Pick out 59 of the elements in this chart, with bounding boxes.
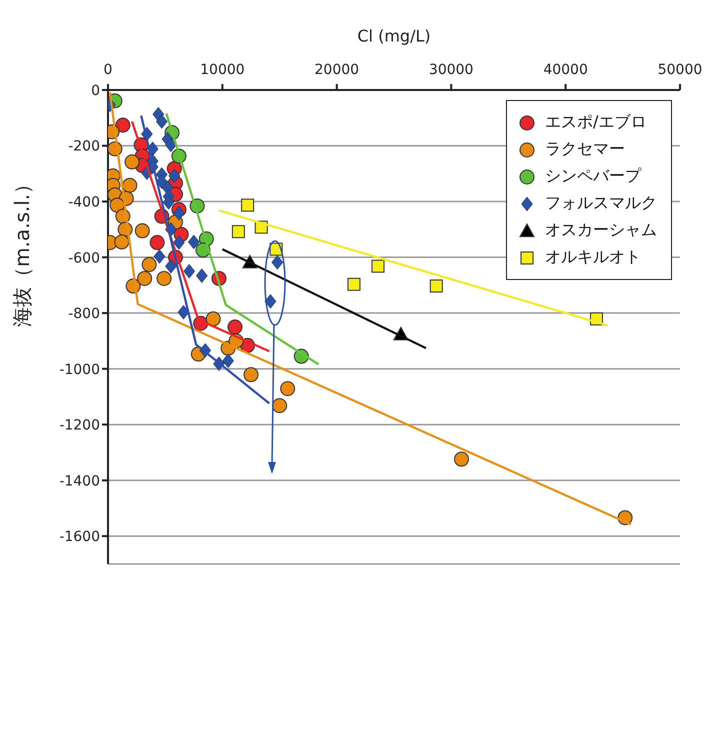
- point: [114, 234, 130, 250]
- point: [241, 198, 254, 212]
- y-tick-label: -1000: [59, 362, 100, 378]
- x-tick-label: 0: [104, 62, 112, 78]
- point: [154, 249, 166, 264]
- point: [271, 255, 284, 270]
- point: [227, 320, 242, 334]
- point: [196, 268, 208, 283]
- x-tick-label: 40000: [543, 62, 588, 78]
- point: [142, 257, 157, 272]
- legend-label: オスカーシャム: [545, 220, 657, 241]
- point: [183, 264, 196, 278]
- point: [122, 178, 138, 193]
- point: [430, 280, 443, 293]
- y-tick-label: -1400: [59, 473, 100, 490]
- point: [156, 114, 168, 129]
- x-axis-title: Cl (mg/L): [357, 26, 431, 46]
- point: [165, 258, 177, 274]
- y-tick-label: 0: [91, 82, 100, 99]
- point: [280, 381, 296, 396]
- point: [232, 225, 245, 238]
- y-tick-label: -1200: [59, 418, 100, 434]
- point: [150, 235, 165, 250]
- legend-label: フォルスマルク: [545, 193, 657, 214]
- point: [188, 234, 200, 250]
- point: [454, 452, 469, 467]
- point: [371, 260, 384, 273]
- point: [178, 304, 190, 320]
- legend-label: オルキルオト: [545, 247, 641, 268]
- point: [347, 278, 360, 291]
- legend-label: シンペバープ: [545, 166, 641, 187]
- x-tick-label: 20000: [314, 62, 360, 78]
- y-tick-label: -200: [68, 138, 100, 155]
- point: [134, 223, 150, 238]
- legend-label: エスポ/エブロ: [545, 112, 646, 133]
- point: [115, 118, 130, 133]
- point: [173, 206, 185, 220]
- point: [156, 270, 172, 286]
- point: [165, 138, 177, 152]
- y-tick-label: -800: [68, 306, 100, 322]
- x-tick-label: 30000: [428, 62, 474, 78]
- y-tick-label: -400: [68, 194, 100, 210]
- point: [206, 311, 221, 326]
- point: [162, 195, 174, 210]
- point: [222, 353, 234, 368]
- y-axis-title: 海抜（m.a.s.l.）: [10, 174, 34, 327]
- y-tick-label: -600: [68, 250, 100, 266]
- point: [173, 235, 185, 250]
- point: [272, 398, 288, 414]
- point: [110, 198, 125, 213]
- legend-label: ラクセマー: [545, 139, 625, 160]
- y-tick-label: -1600: [59, 529, 100, 546]
- x-tick-label: 50000: [658, 62, 702, 78]
- point: [244, 367, 258, 382]
- point: [124, 154, 140, 170]
- x-tick-label: 10000: [200, 62, 245, 78]
- point: [168, 168, 180, 184]
- point: [264, 294, 276, 309]
- point: [137, 270, 152, 286]
